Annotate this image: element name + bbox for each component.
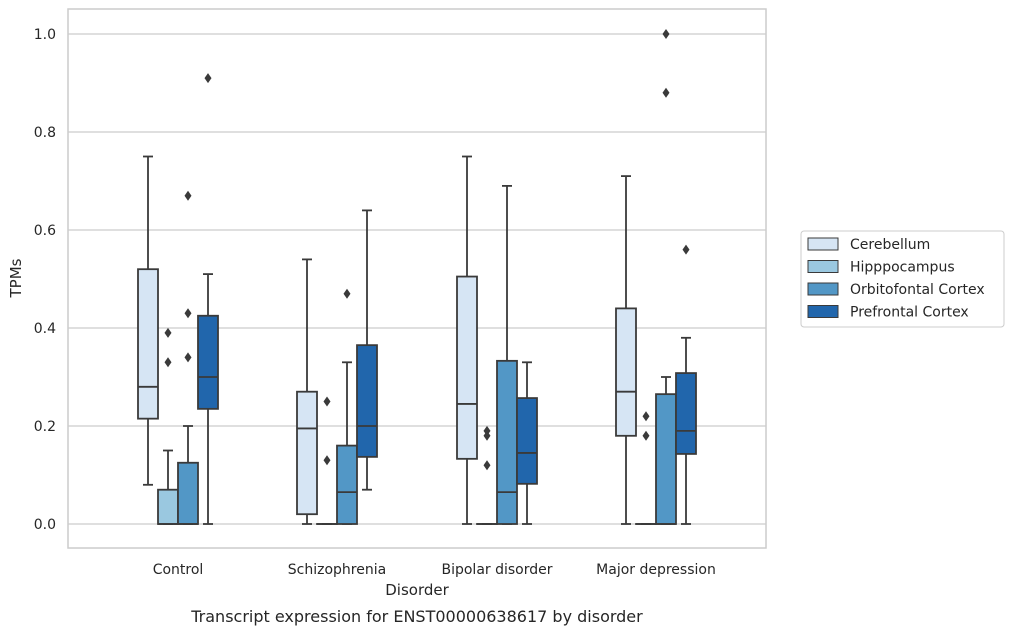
legend: Cerebellum Hipppocampus Orbitofontal Corte… <box>800 230 1005 328</box>
plot-frame <box>67 8 767 549</box>
iqr-box <box>197 314 219 410</box>
legend-swatch <box>807 260 839 273</box>
y-tick-label: 0.6 <box>34 223 56 239</box>
legend-swatch <box>807 237 839 251</box>
x-tick-label: Schizophrenia <box>288 562 386 578</box>
chart-caption: Transcript expression for ENST0000063861… <box>190 607 643 626</box>
outlier-point <box>184 352 192 363</box>
outlier-point <box>642 430 650 441</box>
box-orbitofontal-cortex <box>177 190 199 525</box>
outlier-point <box>662 87 670 98</box>
y-tick-label: 0.4 <box>34 321 56 337</box>
legend-item: Cerebellum <box>807 237 930 253</box>
box-prefrontal-cortex <box>516 361 538 525</box>
outlier-point <box>184 308 192 319</box>
iqr-box <box>157 488 179 525</box>
legend-label: Cerebellum <box>850 237 930 253</box>
outlier-point <box>164 327 172 338</box>
y-axis-label: TPMs <box>7 258 25 298</box>
legend-label: Orbitofontal Cortex <box>850 282 985 298</box>
box-plots <box>137 29 697 525</box>
outlier-point <box>323 455 331 466</box>
x-tick-label: Control <box>153 562 204 578</box>
x-tick-label: Bipolar disorder <box>441 562 552 578</box>
box-hipppocampus <box>635 411 657 525</box>
outlier-point <box>164 357 172 368</box>
outlier-point <box>682 244 690 255</box>
x-tick-label: Major depression <box>596 562 716 578</box>
outlier-point <box>184 190 192 201</box>
iqr-box <box>356 344 378 458</box>
box-cerebellum <box>296 258 318 525</box>
y-tick-label: 1.0 <box>34 27 56 43</box>
legend-swatch <box>807 282 839 296</box>
iqr-box <box>137 268 159 420</box>
legend-item: Orbitofontal Cortex <box>807 282 985 298</box>
outlier-point <box>204 73 212 84</box>
box-orbitofontal-cortex <box>336 288 358 525</box>
legend-frame <box>800 230 1005 328</box>
outlier-point <box>483 425 491 436</box>
iqr-box <box>655 393 677 525</box>
outlier-point <box>483 460 491 471</box>
box-orbitofontal-cortex <box>655 29 677 525</box>
box-cerebellum <box>137 155 159 486</box>
iqr-box <box>675 372 697 455</box>
box-cerebellum <box>456 155 478 525</box>
iqr-box <box>336 444 358 525</box>
box-prefrontal-cortex <box>197 73 219 525</box>
box-hipppocampus <box>476 425 498 525</box>
iqr-box <box>177 461 199 525</box>
legend-label: Hipppocampus <box>850 260 955 276</box>
box-prefrontal-cortex <box>356 209 378 491</box>
x-tick-labels: Control Schizophrenia Bipolar disorder Majo… <box>153 562 716 578</box>
y-tick-label: 0.0 <box>34 517 56 533</box>
iqr-box <box>516 397 538 485</box>
outlier-point <box>343 288 351 299</box>
box-cerebellum <box>615 175 637 525</box>
iqr-box <box>456 275 478 460</box>
y-tick-label: 0.2 <box>34 419 56 435</box>
legend-label: Prefrontal Cortex <box>850 305 969 321</box>
box-prefrontal-cortex <box>675 244 697 525</box>
legend-item: Prefrontal Cortex <box>807 305 969 321</box>
outlier-point <box>323 396 331 407</box>
legend-swatch <box>807 305 839 318</box>
y-tick-labels: 0.0 0.2 0.4 0.6 0.8 1.0 <box>34 27 56 533</box>
iqr-box <box>615 307 637 437</box>
legend-item: Hipppocampus <box>807 260 955 276</box>
y-tick-label: 0.8 <box>34 125 56 141</box>
box-hipppocampus <box>316 396 338 525</box>
outlier-point <box>642 411 650 422</box>
iqr-box <box>496 359 518 525</box>
outlier-point <box>662 29 670 39</box>
iqr-box <box>296 390 318 516</box>
box-orbitofontal-cortex <box>496 184 518 525</box>
x-axis-label: Disorder <box>385 581 449 599</box>
box-hipppocampus <box>157 327 179 525</box>
